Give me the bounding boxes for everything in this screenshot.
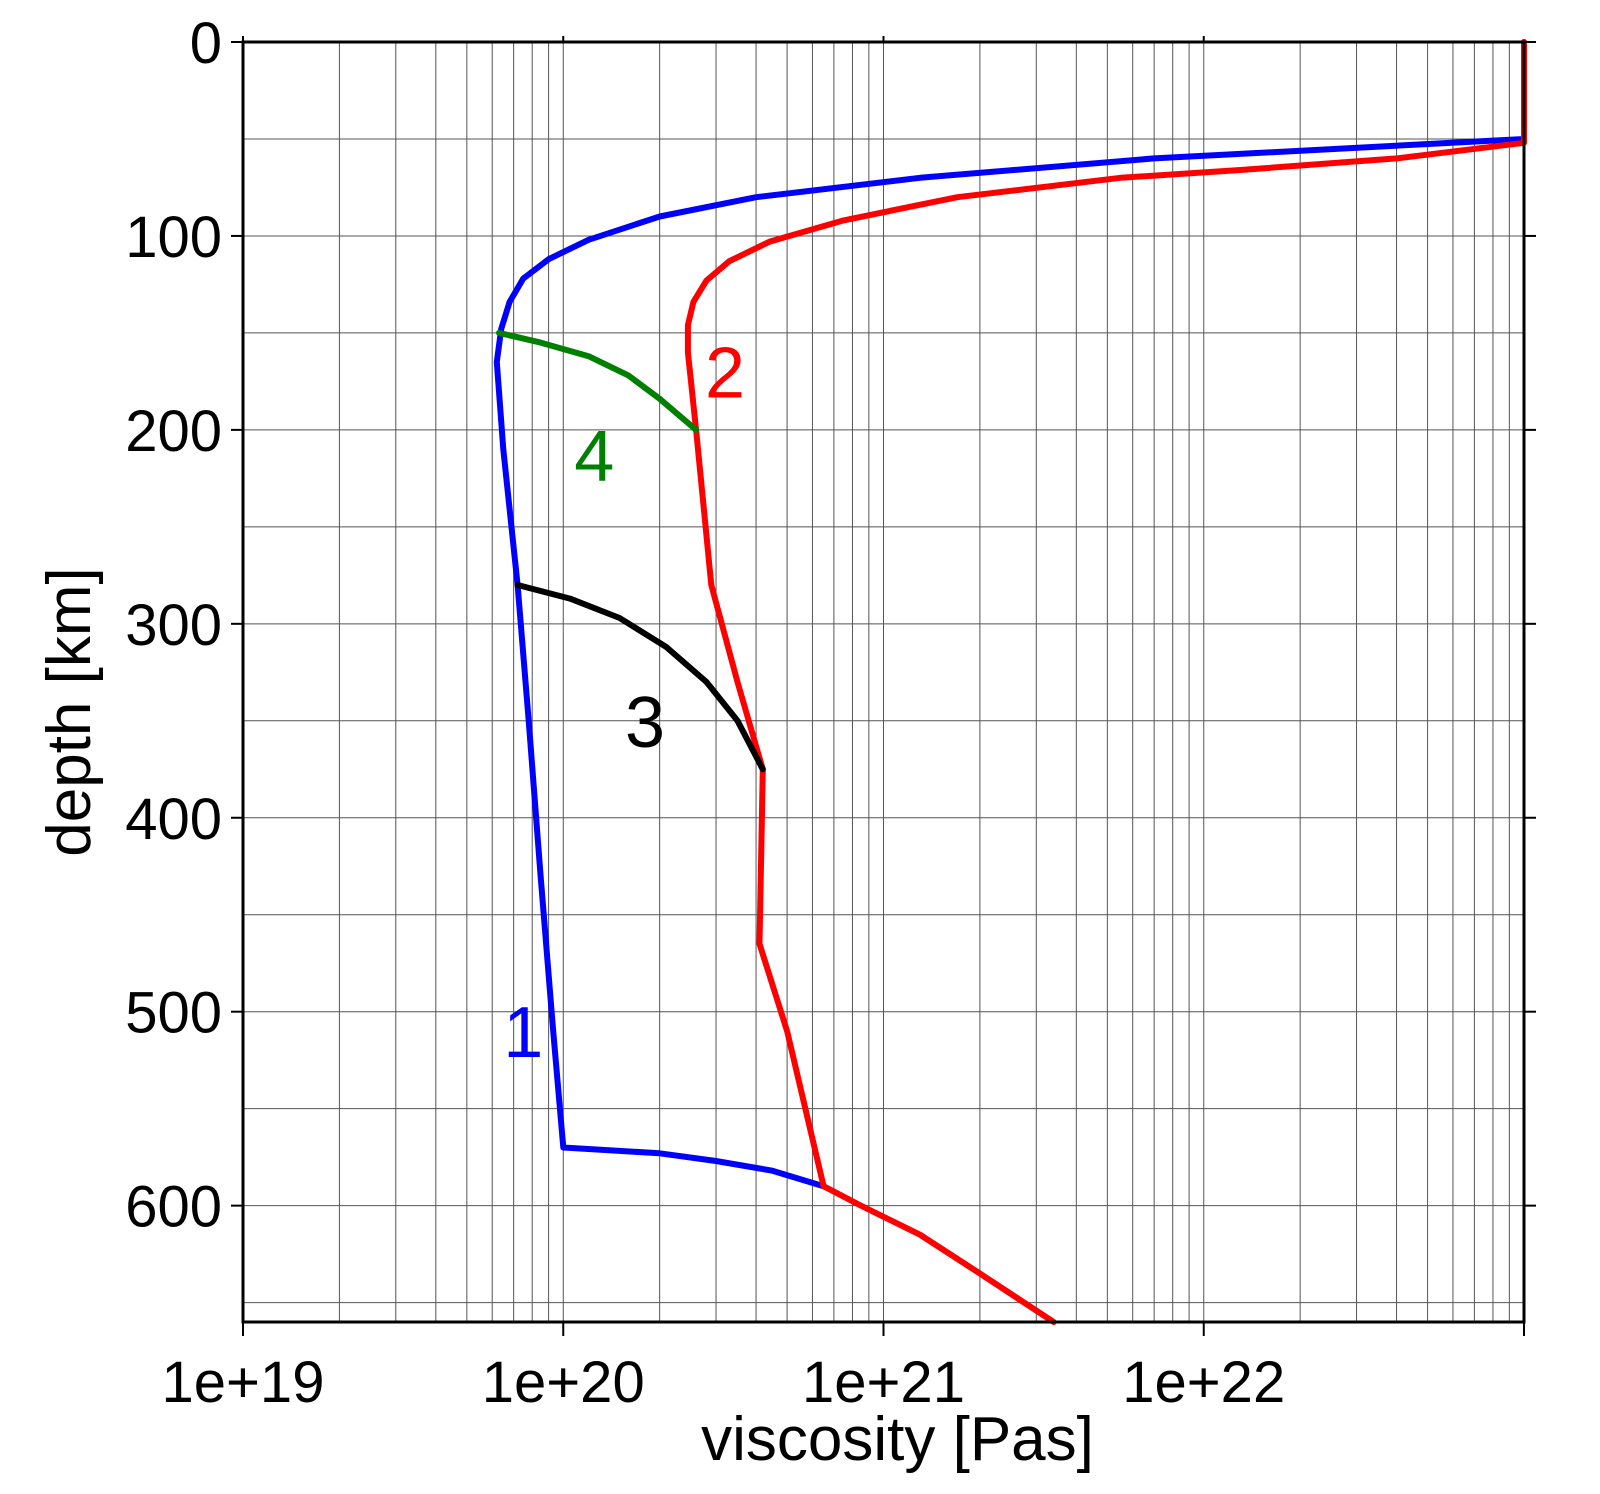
x-axis-title: viscosity [Pas] <box>701 1405 1094 1474</box>
x-tick-label: 1e+21 <box>802 1350 965 1415</box>
curve-3 <box>514 582 766 773</box>
curve-label-2: 2 <box>705 334 745 414</box>
curves: 1 2 3 4 <box>493 39 1527 1325</box>
curve-4 <box>496 329 700 433</box>
y-tick-label: 0 <box>190 11 222 76</box>
x-tick-label: 1e+19 <box>162 1350 325 1415</box>
y-tick-label: 400 <box>125 787 222 852</box>
curve-label-4: 4 <box>574 417 614 497</box>
x-tick-label: 1e+22 <box>1122 1350 1285 1415</box>
curve-2 <box>684 39 1527 1325</box>
y-tick-label: 600 <box>125 1175 222 1240</box>
y-tick-label: 300 <box>125 593 222 658</box>
curve-label-3: 3 <box>625 683 665 763</box>
ticks <box>231 36 1536 1336</box>
x-tick-label: 1e+20 <box>482 1350 645 1415</box>
y-axis-title: depth [km] <box>35 567 104 856</box>
curve-label-1: 1 <box>503 993 543 1073</box>
tick-labels: 1e+19 1e+20 1e+21 1e+22 0 100 200 300 400 500 600 <box>125 11 1285 1415</box>
y-tick-label: 500 <box>125 981 222 1046</box>
y-tick-label: 200 <box>125 399 222 464</box>
grid <box>243 42 1524 1322</box>
curve-1 <box>493 39 1527 1190</box>
y-tick-label: 100 <box>125 205 222 270</box>
